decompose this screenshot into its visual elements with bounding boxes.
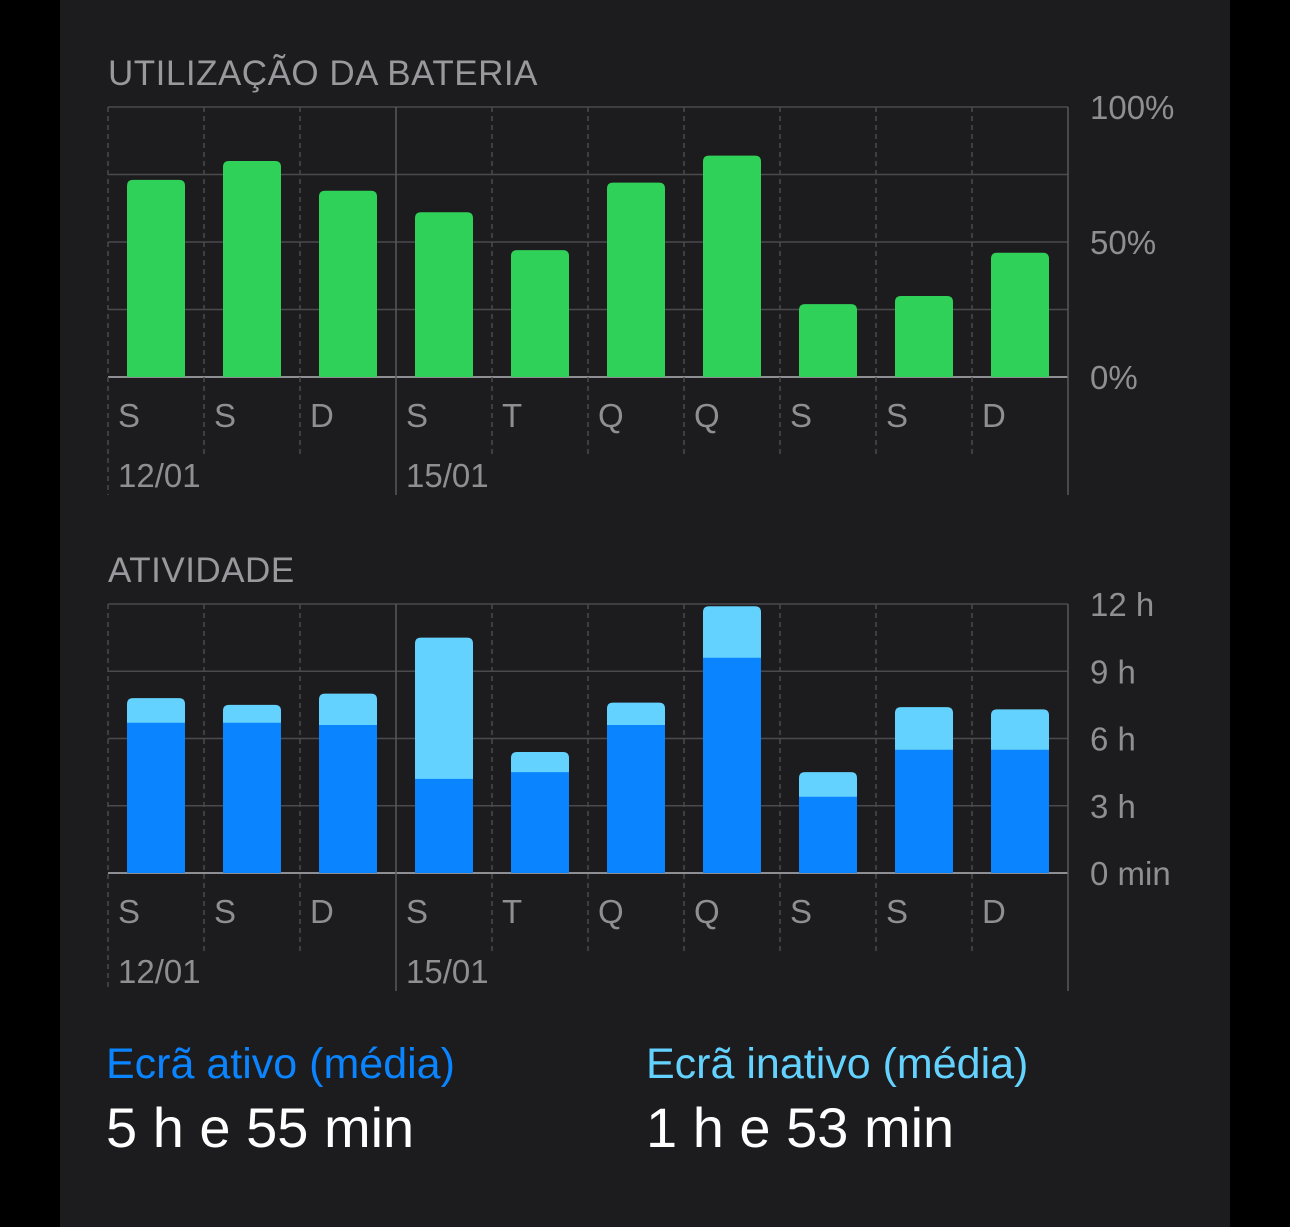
y-tick-label: 6 h <box>1090 721 1136 758</box>
battery-bar <box>319 190 377 377</box>
x-tick-label: S <box>118 893 140 930</box>
chart-title: UTILIZAÇÃO DA BATERIA <box>108 54 538 93</box>
y-tick-label: 100% <box>1090 89 1174 126</box>
inactive-screen-bar <box>415 637 473 781</box>
x-tick-label: T <box>502 893 522 930</box>
inactive-screen-bar <box>799 772 857 799</box>
x-tick-label: Q <box>598 893 624 930</box>
inactive-screen-bar <box>127 698 185 725</box>
date-label: 12/01 <box>118 457 201 494</box>
active-screen-bar <box>223 722 281 873</box>
date-label: 15/01 <box>406 953 489 990</box>
x-tick-label: Q <box>598 397 624 434</box>
x-tick-label: D <box>982 893 1006 930</box>
battery-bar <box>127 179 185 377</box>
x-tick-label: Q <box>694 893 720 930</box>
battery-bar <box>223 161 281 377</box>
active-screen-bar <box>895 749 953 873</box>
x-tick-label: D <box>310 893 334 930</box>
inactive-screen-bar <box>607 702 665 728</box>
x-tick-label: S <box>214 397 236 434</box>
y-tick-label: 3 h <box>1090 788 1136 825</box>
inactive-screen-stat: Ecrã inativo (média) 1 h e 53 min <box>646 1040 1028 1160</box>
inactive-screen-bar <box>991 709 1049 752</box>
y-tick-label: 50% <box>1090 224 1156 261</box>
battery-bar <box>511 250 569 377</box>
y-tick-label: 0 min <box>1090 855 1171 892</box>
battery-bar <box>415 212 473 377</box>
active-screen-bar <box>991 749 1049 873</box>
x-tick-label: S <box>214 893 236 930</box>
x-tick-label: S <box>790 893 812 930</box>
inactive-screen-bar <box>895 707 953 752</box>
active-screen-bar <box>703 657 761 873</box>
inactive-screen-value: 1 h e 53 min <box>646 1096 955 1159</box>
active-screen-bar <box>127 722 185 873</box>
y-tick-label: 9 h <box>1090 653 1136 690</box>
inactive-screen-bar <box>511 751 569 775</box>
x-tick-label: D <box>982 397 1006 434</box>
active-screen-stat: Ecrã ativo (média) 5 h e 55 min <box>106 1040 455 1160</box>
active-screen-value: 5 h e 55 min <box>106 1096 415 1159</box>
x-tick-label: D <box>310 397 334 434</box>
x-tick-label: Q <box>694 397 720 434</box>
battery-bar <box>799 304 857 377</box>
active-screen-label: Ecrã ativo (média) <box>106 1040 455 1088</box>
inactive-screen-bar <box>319 693 377 728</box>
x-tick-label: S <box>406 397 428 434</box>
inactive-screen-bar <box>703 606 761 660</box>
y-tick-label: 0% <box>1090 359 1138 396</box>
active-screen-bar <box>607 725 665 873</box>
active-screen-bar <box>319 725 377 873</box>
active-screen-bar <box>799 796 857 873</box>
battery-bar <box>703 155 761 377</box>
active-screen-bar <box>511 772 569 873</box>
active-screen-bar <box>415 778 473 873</box>
date-label: 15/01 <box>406 457 489 494</box>
inactive-screen-bar <box>223 704 281 725</box>
x-tick-label: S <box>886 893 908 930</box>
y-tick-label: 12 h <box>1090 586 1154 623</box>
battery-bar <box>895 296 953 377</box>
x-tick-label: S <box>886 397 908 434</box>
date-label: 12/01 <box>118 953 201 990</box>
x-tick-label: S <box>406 893 428 930</box>
inactive-screen-label: Ecrã inativo (média) <box>646 1040 1029 1088</box>
x-tick-label: T <box>502 397 522 434</box>
x-tick-label: S <box>790 397 812 434</box>
battery-bar <box>991 252 1049 377</box>
chart-title: ATIVIDADE <box>108 551 295 590</box>
battery-bar <box>607 182 665 377</box>
x-tick-label: S <box>118 397 140 434</box>
